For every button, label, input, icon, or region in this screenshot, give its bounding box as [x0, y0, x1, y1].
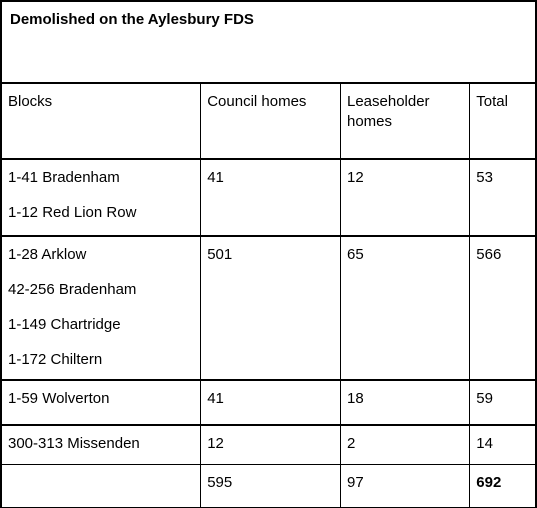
table-title: Demolished on the Aylesbury FDS [1, 1, 537, 84]
total-cell: 14 [469, 425, 537, 465]
block-name: 1-28 Arklow [8, 246, 87, 263]
leaseholder-homes-cell: 65 [340, 236, 471, 381]
blocks-cell: 1-59 Wolverton [1, 380, 202, 426]
leaseholder-homes-cell: 12 [340, 159, 471, 237]
block-name: 1-12 Red Lion Row [8, 204, 137, 221]
header-blocks: Blocks [1, 83, 202, 160]
header-total: Total [469, 83, 537, 160]
block-name: 300-313 Missenden [8, 435, 140, 452]
block-name: 42-256 Bradenham [8, 281, 137, 298]
title-row: Demolished on the Aylesbury FDS [1, 1, 537, 84]
totals-council-homes-cell: 595 [200, 464, 341, 508]
council-homes-cell: 41 [200, 159, 341, 237]
blocks-cell: 1-28 Arklow 42-256 Bradenham 1-149 Chart… [1, 236, 202, 381]
table-row: 300-313 Missenden 12 2 14 [1, 425, 537, 465]
header-council-homes: Council homes [200, 83, 341, 160]
table-row: 1-41 Bradenham 1-12 Red Lion Row 41 12 5… [1, 159, 537, 237]
totals-leaseholder-homes-cell: 97 [340, 464, 471, 508]
leaseholder-homes-cell: 2 [340, 425, 471, 465]
totals-row: 595 97 692 [1, 464, 537, 508]
council-homes-cell: 501 [200, 236, 341, 381]
council-homes-cell: 12 [200, 425, 341, 465]
header-row: Blocks Council homes Leaseholder homes T… [1, 83, 537, 160]
grand-total-cell: 692 [469, 464, 537, 508]
block-name: 1-41 Bradenham [8, 169, 120, 186]
council-homes-cell: 41 [200, 380, 341, 426]
block-name: 1-149 Chartridge [8, 316, 121, 333]
block-name: 1-59 Wolverton [8, 390, 110, 407]
total-cell: 59 [469, 380, 537, 426]
total-cell: 566 [469, 236, 537, 381]
total-cell: 53 [469, 159, 537, 237]
leaseholder-homes-cell: 18 [340, 380, 471, 426]
blocks-cell: 1-41 Bradenham 1-12 Red Lion Row [1, 159, 202, 237]
table-row: 1-28 Arklow 42-256 Bradenham 1-149 Chart… [1, 236, 537, 381]
blocks-cell: 300-313 Missenden [1, 425, 202, 465]
block-name: 1-172 Chiltern [8, 351, 103, 368]
table-row: 1-59 Wolverton 41 18 59 [1, 380, 537, 426]
header-leaseholder-homes: Leaseholder homes [340, 83, 471, 160]
totals-blocks-cell [1, 464, 202, 508]
